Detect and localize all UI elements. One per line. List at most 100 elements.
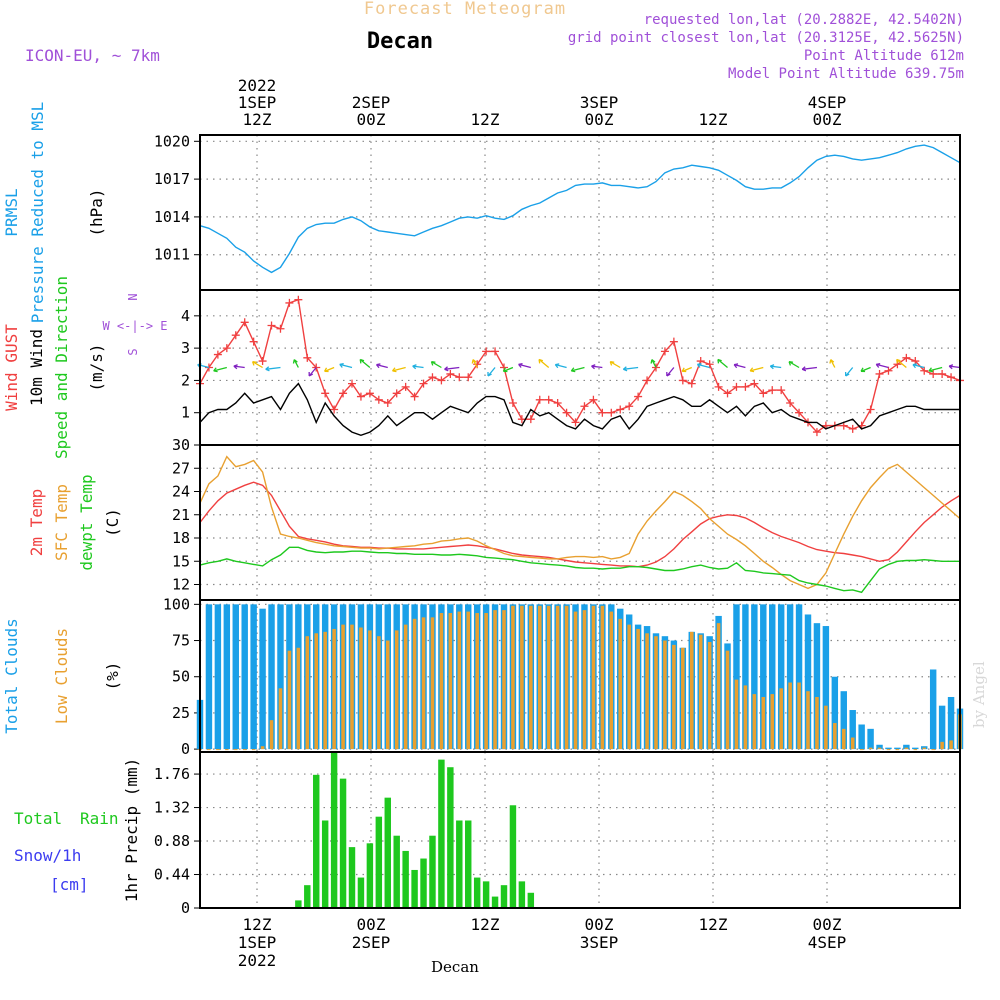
wind-arrow-head	[375, 363, 381, 369]
bar-clouds	[894, 747, 901, 750]
gust-marker	[616, 405, 625, 414]
panel-label-pressure: (hPa)	[87, 188, 106, 236]
gust-marker	[392, 389, 401, 398]
gust-marker	[419, 379, 428, 388]
wind-arrow-head	[359, 358, 365, 364]
wind-arrow-head	[749, 367, 755, 373]
bar-clouds	[904, 747, 909, 750]
gust-marker	[607, 408, 616, 417]
wind-arrow-head	[554, 363, 560, 369]
bar-clouds	[242, 749, 247, 751]
top-axis-label: 2022	[238, 76, 277, 95]
bar-clouds	[777, 604, 785, 750]
gust-marker	[902, 353, 911, 362]
gust-marker	[535, 395, 544, 404]
wind-arrow-head	[829, 359, 835, 364]
y-tick-label: 21	[172, 506, 190, 524]
gust-marker	[356, 392, 365, 401]
bar-clouds	[555, 605, 560, 750]
bar-precip	[313, 774, 320, 908]
bar-precip	[411, 869, 418, 908]
compass-label: W <-|-> E	[102, 319, 167, 333]
bar-clouds	[359, 627, 363, 750]
wind-arrow-head	[502, 367, 508, 373]
y-tick-label: 0.88	[154, 832, 190, 850]
bar-clouds	[448, 613, 453, 750]
bar-clouds	[681, 647, 685, 750]
bar-precip	[393, 835, 400, 908]
wind-arrow	[444, 366, 460, 370]
gust-marker	[526, 415, 535, 424]
wind-arrow-head	[769, 364, 775, 370]
bar-clouds	[278, 688, 283, 750]
gust-marker	[643, 376, 652, 385]
wind-arrow-head	[788, 361, 794, 366]
wind-arrow-head	[471, 359, 477, 364]
bar-clouds	[840, 691, 847, 750]
wind-arrow-head	[487, 371, 492, 377]
wind-arrow-head	[696, 362, 702, 368]
bar-clouds	[831, 676, 839, 750]
gust-marker	[508, 399, 517, 408]
y-tick-label: 0	[181, 899, 190, 917]
y-tick-label: 24	[172, 483, 190, 501]
super-title: Forecast Meteogram	[364, 0, 566, 19]
bar-clouds	[537, 605, 542, 750]
bar-clouds	[913, 749, 918, 751]
gust-marker	[410, 392, 419, 401]
wind-arrow-head	[308, 371, 314, 377]
bar-clouds	[259, 608, 266, 750]
grid-point-coords: grid point closest lon,lat (20.3125E, 42…	[568, 30, 964, 46]
panel-clouds: 0 25 50 75 100 Total Clouds Low Clouds (%)	[2, 595, 964, 758]
gust-marker	[258, 357, 267, 366]
bar-clouds	[698, 634, 703, 750]
y-tick-label: 18	[172, 529, 190, 547]
gust-marker	[267, 321, 276, 330]
bar-precip	[366, 843, 374, 908]
precip-label-unit: [cm]	[50, 875, 89, 894]
bar-clouds	[877, 747, 882, 750]
panel-label-clouds: Low Clouds	[52, 628, 71, 724]
gust-marker	[866, 405, 875, 414]
bar-precip	[429, 835, 436, 908]
bar-clouds	[511, 605, 515, 750]
wind-arrow	[788, 361, 800, 369]
bar-clouds	[214, 604, 222, 750]
bar-clouds	[493, 610, 497, 750]
bar-clouds	[654, 636, 658, 750]
wind-compass: N W <-|-> E S	[102, 293, 167, 355]
gust-marker	[786, 399, 795, 408]
bar-clouds	[251, 749, 256, 751]
panel-label-clouds: Total Clouds	[2, 618, 21, 734]
series-line-wind	[199, 382, 960, 437]
wind-arrow-head	[948, 364, 954, 370]
gust-marker	[222, 344, 231, 353]
bar-clouds	[786, 604, 794, 750]
bar-precip	[465, 820, 472, 908]
wind-arrow-head	[339, 362, 344, 368]
wind-arrow	[555, 363, 567, 369]
compass-label: S	[126, 348, 140, 355]
y-tick-label: 3	[181, 339, 190, 357]
y-tick-label: 15	[172, 552, 190, 570]
gust-marker	[553, 399, 562, 408]
bar-clouds	[815, 696, 819, 750]
wind-arrow-head	[896, 358, 901, 364]
panel-label-temperature: dewpt Temp	[77, 474, 96, 570]
wind-arrow-head	[391, 367, 397, 373]
wind-arrow-head	[265, 366, 270, 372]
wind-arrow	[487, 367, 496, 377]
bar-clouds	[645, 633, 649, 750]
panel-label-temperature: 2m Temp	[27, 489, 46, 556]
bar-clouds	[529, 605, 533, 750]
bar-clouds	[205, 604, 213, 750]
y-tick-label: 1020	[154, 132, 190, 150]
wind-arrow-head	[681, 367, 687, 373]
bar-clouds	[886, 749, 891, 751]
bar-precip	[473, 877, 481, 908]
bar-clouds	[849, 710, 856, 750]
wind-arrow	[324, 366, 335, 372]
gust-marker	[428, 373, 437, 382]
y-tick-label: 100	[163, 595, 190, 613]
wind-arrow	[770, 365, 782, 369]
